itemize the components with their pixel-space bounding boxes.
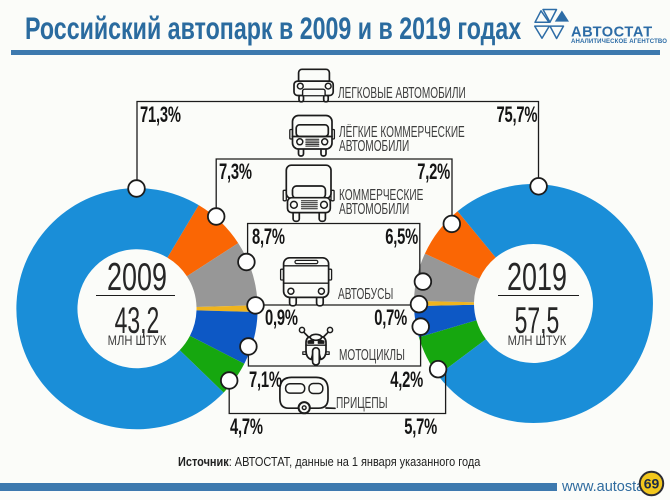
svg-text:АНАЛИТИЧЕСКОЕ АГЕНТСТВО: АНАЛИТИЧЕСКОЕ АГЕНТСТВО bbox=[571, 39, 667, 45]
svg-text:69: 69 bbox=[644, 475, 660, 491]
svg-text:АВТОСТАТ: АВТОСТАТ bbox=[571, 24, 653, 40]
